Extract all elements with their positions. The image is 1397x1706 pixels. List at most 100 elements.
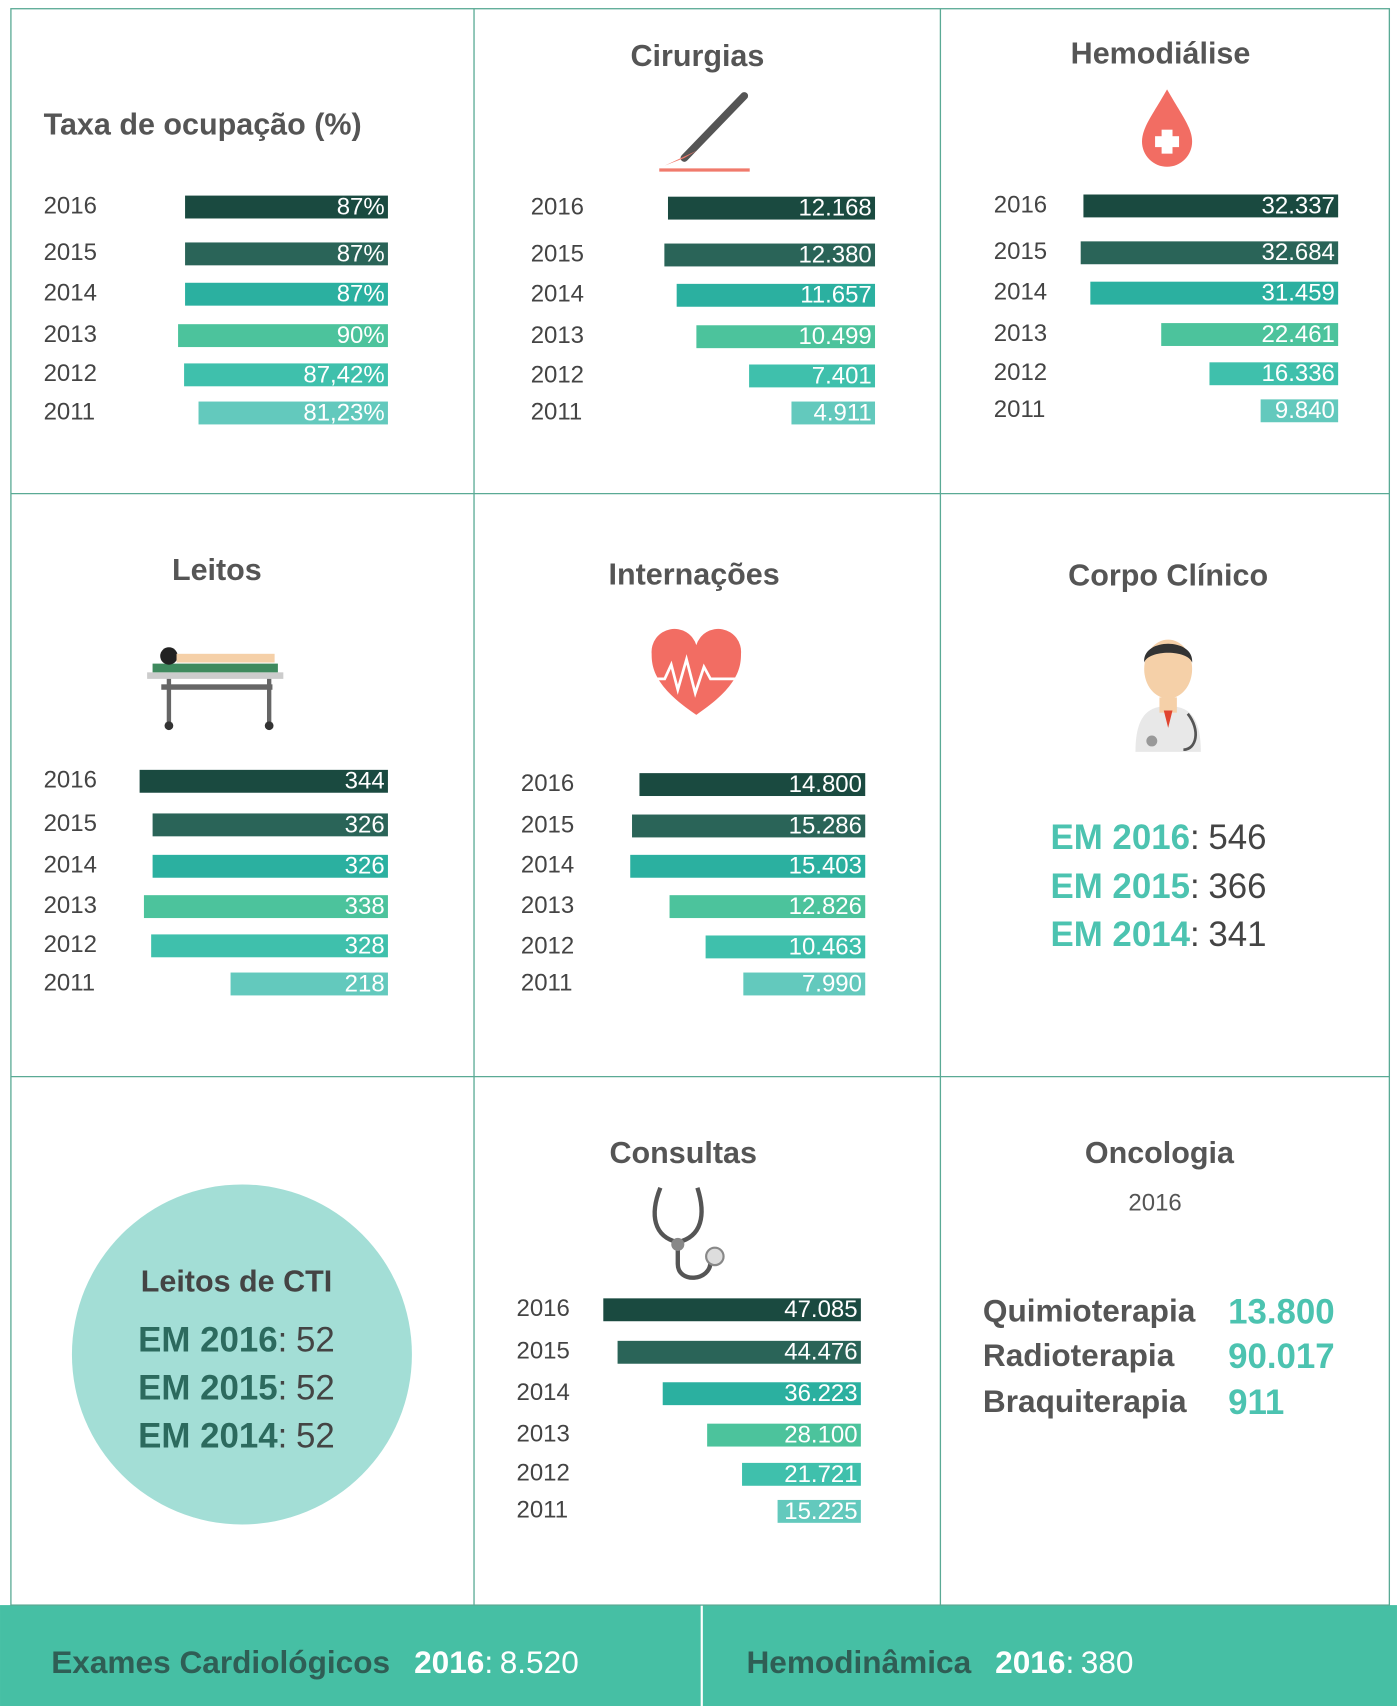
chart-title: Leitos — [172, 553, 262, 587]
year-label: 2013 — [517, 1420, 570, 1447]
footer-value: 380 — [1081, 1644, 1134, 1680]
onc-value: 911 — [1228, 1383, 1284, 1422]
year-label: 2012 — [994, 359, 1047, 386]
year-label: 2011 — [521, 969, 573, 996]
year-label: 2015 — [517, 1338, 570, 1365]
value-label: 9.840 — [1275, 397, 1335, 424]
stat-value: 366 — [1208, 867, 1266, 906]
year-label: 2012 — [517, 1460, 570, 1487]
stat-line: EM 2015:366 — [1050, 867, 1266, 906]
chart-title: Cirurgias — [630, 39, 764, 73]
year-label: 2012 — [44, 360, 97, 387]
separator: : — [1190, 818, 1200, 857]
value-label: 12.826 — [789, 893, 862, 920]
stat-label: EM 2014 — [138, 1417, 278, 1456]
value-label: 7.990 — [802, 970, 862, 997]
stat-value: 52 — [296, 1369, 335, 1408]
footer-stat: Exames Cardiológicos2016:8.520 — [51, 1644, 579, 1680]
year-label: 2013 — [521, 892, 574, 919]
chart-title: Consultas — [610, 1136, 757, 1170]
separator: : — [278, 1321, 288, 1360]
value-label: 326 — [345, 853, 385, 880]
footer-year: 2016 — [995, 1644, 1065, 1680]
footer-label: Exames Cardiológicos — [51, 1644, 390, 1680]
year-label: 2016 — [44, 192, 97, 219]
value-label: 218 — [345, 970, 385, 997]
value-label: 44.476 — [784, 1339, 857, 1366]
value-label: 36.223 — [784, 1380, 857, 1407]
stat-label: EM 2014 — [1050, 915, 1190, 954]
panel-title: Corpo Clínico — [1068, 559, 1268, 593]
year-label: 2013 — [44, 892, 97, 919]
panel-title: Leitos de CTI — [141, 1265, 333, 1299]
stat-line: EM 2016:52 — [138, 1321, 335, 1360]
value-label: 10.463 — [789, 933, 862, 960]
separator: : — [1065, 1644, 1074, 1680]
year-label: 2014 — [517, 1379, 570, 1406]
value-label: 32.684 — [1262, 239, 1335, 266]
onc-value: 90.017 — [1228, 1337, 1335, 1376]
value-label: 326 — [345, 811, 385, 838]
footer-label: Hemodinâmica — [746, 1644, 971, 1680]
year-label: 2014 — [531, 281, 584, 308]
stat-label: EM 2015 — [138, 1369, 278, 1408]
stat-label: EM 2015 — [1050, 867, 1190, 906]
separator: : — [1190, 867, 1200, 906]
footer-year: 2016 — [414, 1644, 484, 1680]
year-label: 2016 — [517, 1295, 570, 1322]
year-label: 2011 — [517, 1497, 569, 1524]
value-label: 90% — [337, 322, 385, 349]
stat-line: EM 2016:546 — [1050, 818, 1266, 857]
bed-icon — [147, 647, 283, 730]
value-label: 87,42% — [303, 361, 384, 388]
value-label: 87% — [337, 240, 385, 267]
value-label: 32.337 — [1262, 192, 1335, 219]
value-label: 81,23% — [303, 399, 384, 426]
year-label: 2011 — [44, 969, 96, 996]
stat-line: EM 2015:52 — [138, 1369, 335, 1408]
year-label: 2013 — [531, 322, 584, 349]
year-label: 2016 — [44, 767, 97, 794]
value-label: 16.336 — [1262, 360, 1335, 387]
stat-label: EM 2016 — [1050, 818, 1190, 857]
value-label: 15.403 — [789, 853, 862, 880]
year-label: 2011 — [44, 398, 96, 425]
value-label: 31.459 — [1262, 280, 1335, 307]
scalpel-icon — [659, 96, 749, 170]
chart-title: Taxa de ocupação (%) — [44, 107, 362, 141]
year-label: 2012 — [44, 931, 97, 958]
chart-title: Hemodiálise — [1071, 37, 1251, 71]
separator: : — [484, 1644, 493, 1680]
blood-drop-icon — [1142, 89, 1192, 166]
year-label: 2013 — [994, 320, 1047, 347]
doctor-icon — [1135, 640, 1200, 752]
year-label: 2016 — [531, 193, 584, 220]
year-label: 2011 — [994, 396, 1046, 423]
year-label: 2014 — [521, 852, 574, 879]
year-label: 2012 — [521, 932, 574, 959]
year-label: 2016 — [994, 191, 1047, 218]
year-label: 2016 — [521, 770, 574, 797]
stat-value: 546 — [1208, 818, 1266, 857]
stat-value: 341 — [1208, 915, 1266, 954]
value-label: 7.401 — [812, 362, 872, 389]
value-label: 12.168 — [798, 195, 871, 222]
separator: : — [1190, 915, 1200, 954]
year-label: 2014 — [994, 278, 1047, 305]
stat-line: EM 2014:341 — [1050, 915, 1266, 954]
stat-line: EM 2014:52 — [138, 1417, 335, 1456]
year-label: 2013 — [44, 321, 97, 348]
year-label: 2014 — [44, 852, 97, 879]
value-label: 87% — [337, 281, 385, 308]
value-label: 338 — [345, 893, 385, 920]
onc-label: Radioterapia — [983, 1337, 1175, 1373]
year-label: 2011 — [531, 398, 583, 425]
stat-value: 52 — [296, 1321, 335, 1360]
value-label: 12.380 — [798, 241, 871, 268]
chart-title: Internações — [609, 558, 780, 592]
year-label: 2015 — [521, 811, 574, 838]
value-label: 11.657 — [800, 282, 872, 309]
value-label: 15.286 — [789, 812, 862, 839]
value-label: 47.085 — [784, 1296, 857, 1323]
value-label: 344 — [345, 768, 385, 795]
